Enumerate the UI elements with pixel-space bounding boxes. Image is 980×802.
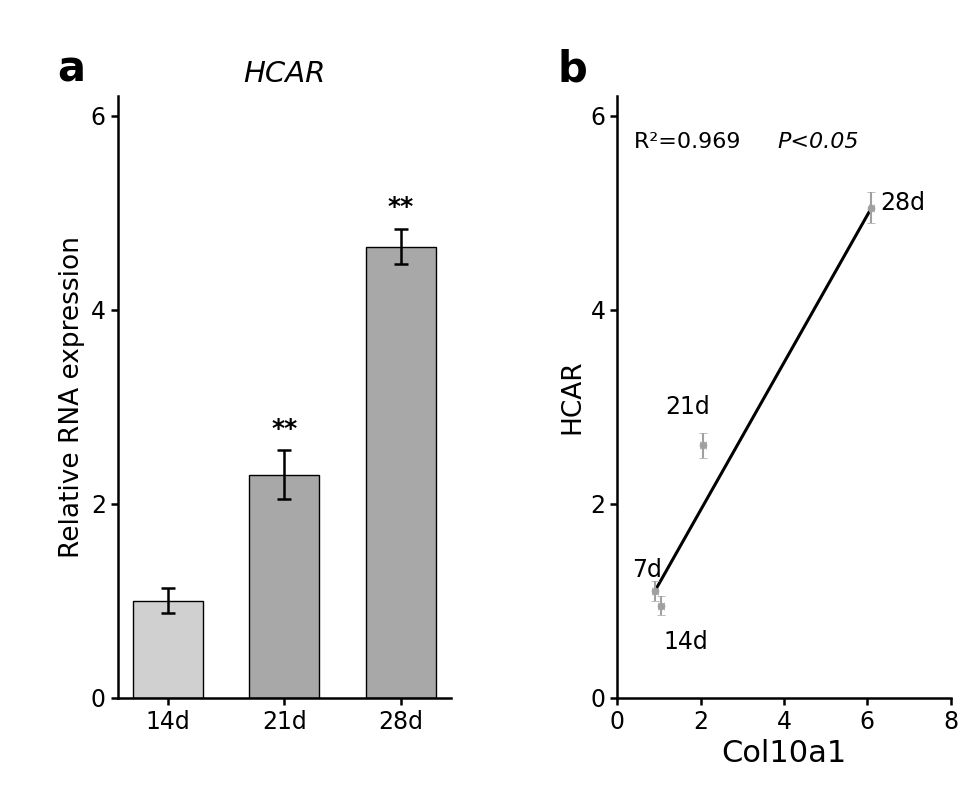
- Text: **: **: [271, 417, 297, 440]
- Text: a: a: [58, 48, 85, 90]
- Text: 28d: 28d: [881, 191, 926, 215]
- Text: b: b: [558, 48, 587, 90]
- Text: **: **: [387, 196, 414, 220]
- Y-axis label: Relative RNA expression: Relative RNA expression: [59, 236, 85, 558]
- Text: 7d: 7d: [632, 557, 662, 581]
- Y-axis label: HCAR: HCAR: [559, 359, 585, 435]
- Bar: [132, 601, 203, 698]
- Text: 14d: 14d: [663, 630, 708, 654]
- X-axis label: Col10a1: Col10a1: [721, 739, 847, 768]
- Bar: [366, 246, 436, 698]
- Bar: [249, 475, 319, 698]
- Text: P<0.05: P<0.05: [777, 132, 858, 152]
- Text: 21d: 21d: [665, 395, 710, 419]
- Text: R²=0.969: R²=0.969: [634, 132, 748, 152]
- Title: HCAR: HCAR: [243, 60, 325, 88]
